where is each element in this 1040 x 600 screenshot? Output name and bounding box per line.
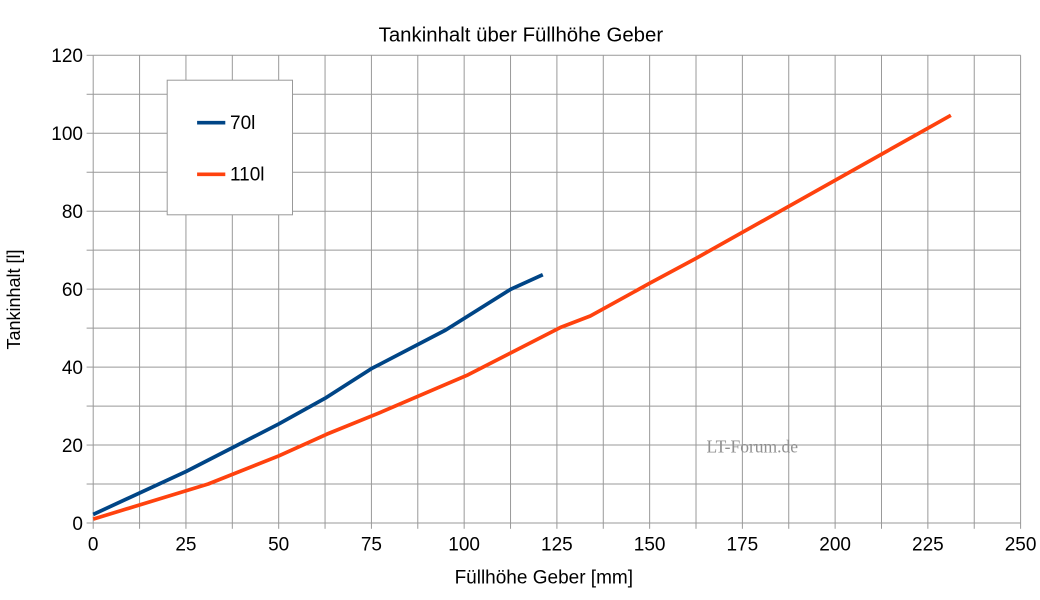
svg-text:Füllhöhe Geber [mm]: Füllhöhe Geber [mm] (455, 568, 633, 589)
svg-text:0: 0 (72, 514, 83, 535)
svg-text:80: 80 (62, 202, 83, 223)
svg-text:200: 200 (819, 534, 851, 555)
svg-text:40: 40 (62, 358, 83, 379)
svg-text:100: 100 (51, 124, 83, 145)
svg-text:110l: 110l (230, 165, 265, 186)
svg-text:70l: 70l (230, 113, 255, 134)
svg-text:20: 20 (62, 436, 83, 457)
svg-text:120: 120 (51, 46, 83, 67)
svg-text:Tankinhalt über Füllhöhe Geber: Tankinhalt über Füllhöhe Geber (379, 25, 664, 47)
svg-text:25: 25 (175, 534, 196, 555)
svg-text:125: 125 (541, 534, 573, 555)
svg-text:60: 60 (62, 280, 83, 301)
svg-text:100: 100 (448, 534, 480, 555)
svg-text:0: 0 (88, 534, 99, 555)
svg-text:225: 225 (912, 534, 944, 555)
svg-text:LT-Forum.de: LT-Forum.de (707, 436, 799, 456)
svg-text:150: 150 (634, 534, 666, 555)
svg-text:175: 175 (727, 534, 759, 555)
svg-text:75: 75 (361, 534, 382, 555)
svg-text:50: 50 (268, 534, 289, 555)
svg-text:Tankinhalt [l]: Tankinhalt [l] (4, 249, 24, 349)
svg-text:250: 250 (1005, 534, 1037, 555)
